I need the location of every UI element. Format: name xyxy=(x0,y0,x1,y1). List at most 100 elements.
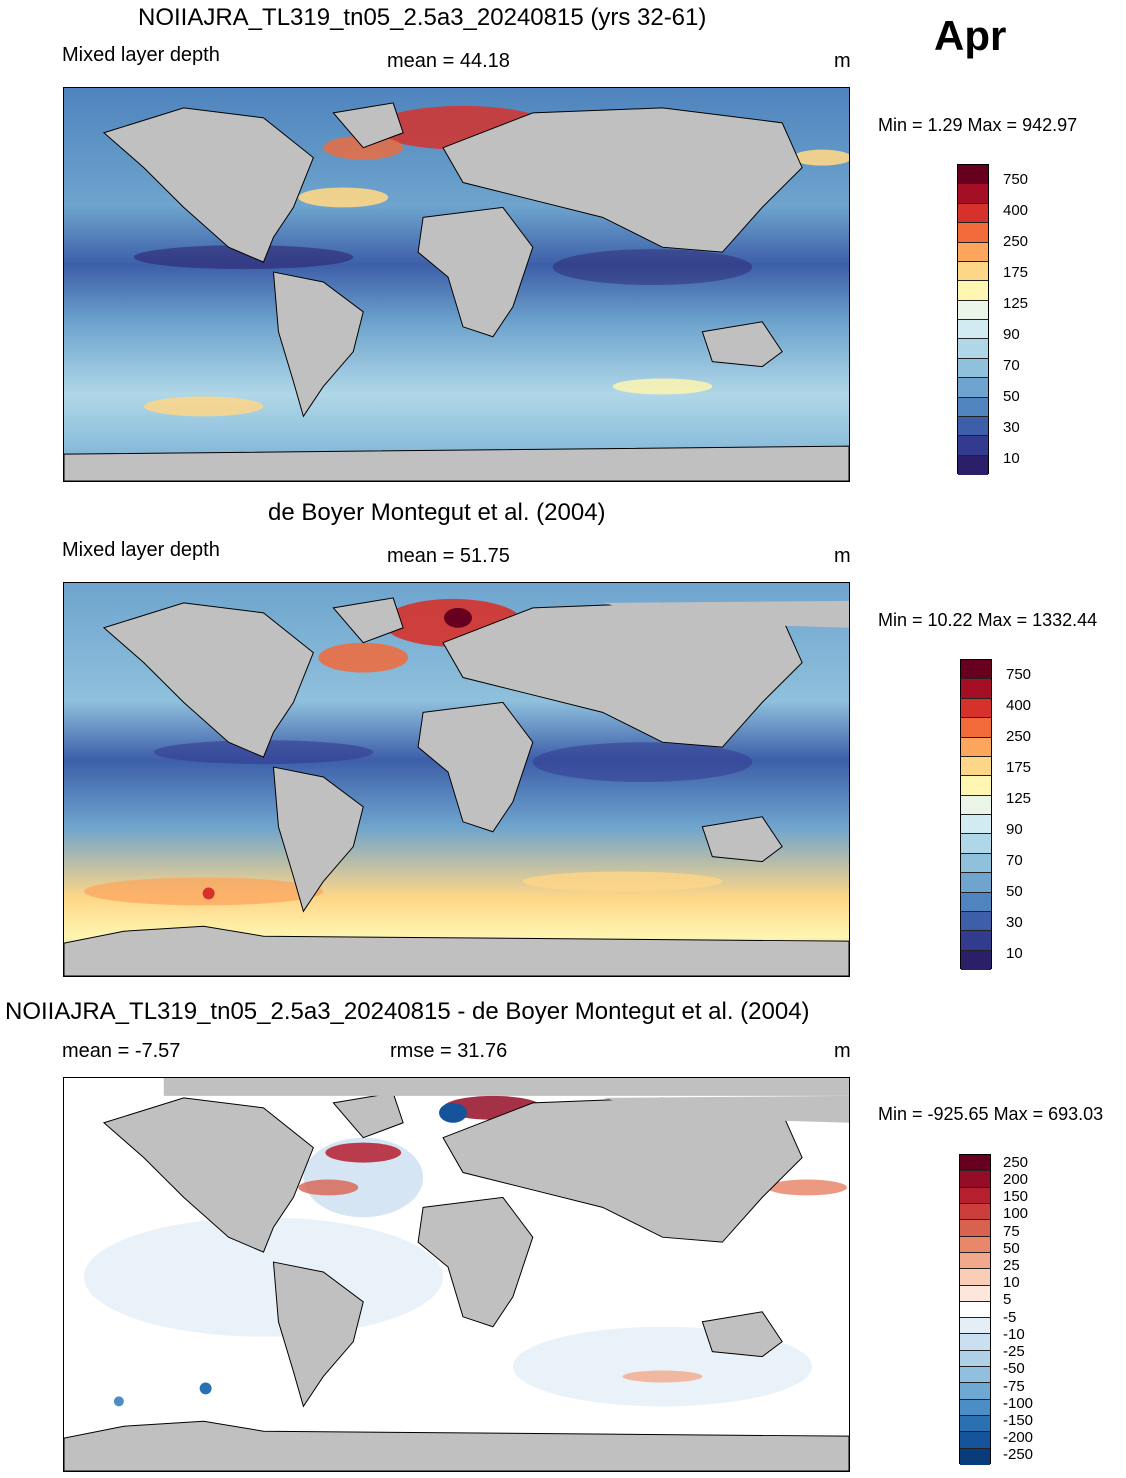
colorbar-swatch xyxy=(960,1285,990,1302)
colorbar-tick-label: 90 xyxy=(1003,325,1020,343)
panel2-title: de Boyer Montegut et al. (2004) xyxy=(268,499,606,526)
colorbar-swatch xyxy=(961,911,991,932)
colorbar-swatch xyxy=(960,1220,990,1237)
colorbar-swatch xyxy=(960,1203,990,1221)
panel2-mean-label: mean = 51.75 xyxy=(387,545,510,567)
panel3-map xyxy=(63,1077,850,1472)
colorbar-tick-label: 25 xyxy=(1003,1256,1020,1274)
colorbar-tick-label: 50 xyxy=(1003,1239,1020,1257)
colorbar-swatch xyxy=(958,261,988,282)
colorbar-tick-label: 50 xyxy=(1003,387,1020,405)
colorbar-tick-label: 400 xyxy=(1003,201,1029,219)
colorbar-tick-label: 10 xyxy=(1003,1274,1020,1292)
colorbar-tick-label: 70 xyxy=(1006,851,1023,869)
panel3-minmax: Min = -925.65 Max = 693.03 xyxy=(878,1104,1104,1124)
colorbar-tick-label: 30 xyxy=(1006,913,1023,931)
colorbar-swatch xyxy=(960,1155,990,1172)
panel1-unit-label: m xyxy=(834,50,851,72)
colorbar-swatch xyxy=(961,795,991,815)
colorbar-tick-label: -25 xyxy=(1003,1343,1025,1361)
panel3-colorbar xyxy=(959,1154,991,1465)
colorbar-swatch xyxy=(958,320,988,340)
colorbar-tick-label: 250 xyxy=(1006,727,1032,745)
colorbar-swatch xyxy=(958,203,988,224)
panel2-map xyxy=(63,582,850,977)
colorbar-tick-label: -250 xyxy=(1003,1446,1034,1464)
colorbar-swatch xyxy=(960,1416,990,1433)
colorbar-swatch xyxy=(960,1350,990,1368)
colorbar-swatch xyxy=(960,1383,990,1400)
panel3-mean-label: mean = -7.57 xyxy=(62,1040,181,1062)
colorbar-tick-label: 750 xyxy=(1003,170,1029,188)
colorbar-tick-label: 175 xyxy=(1003,263,1029,281)
colorbar-swatch xyxy=(961,756,991,777)
colorbar-swatch xyxy=(961,776,991,796)
panel1-title: NOIIAJRA_TL319_tn05_2.5a3_20240815 (yrs … xyxy=(138,4,707,31)
colorbar-swatch xyxy=(961,718,991,738)
panel1-map xyxy=(63,87,850,482)
colorbar-swatch xyxy=(960,1252,990,1270)
colorbar-swatch xyxy=(958,184,988,204)
panel2-variable-label: Mixed layer depth xyxy=(62,539,220,561)
colorbar-swatch xyxy=(958,416,988,437)
colorbar-swatch xyxy=(960,1301,990,1319)
colorbar-tick-label: 250 xyxy=(1003,1153,1029,1171)
colorbar-swatch xyxy=(960,1334,990,1351)
panel3-unit-label: m xyxy=(834,1040,851,1062)
colorbar-tick-label: 750 xyxy=(1006,665,1032,683)
colorbar-swatch xyxy=(958,436,988,456)
panel2-map-canvas xyxy=(64,583,849,976)
colorbar-swatch xyxy=(961,815,991,835)
panel1-minmax: Min = 1.29 Max = 942.97 xyxy=(878,115,1078,135)
colorbar-tick-label: 150 xyxy=(1003,1188,1029,1206)
colorbar-swatch xyxy=(958,223,988,243)
colorbar-swatch xyxy=(961,698,991,719)
panel2-unit-label: m xyxy=(834,545,851,567)
colorbar-tick-label: 10 xyxy=(1003,449,1020,467)
colorbar-swatch xyxy=(961,737,991,757)
colorbar-tick-label: 5 xyxy=(1003,1291,1012,1309)
colorbar-tick-label: 100 xyxy=(1003,1205,1029,1223)
colorbar-swatch xyxy=(961,679,991,699)
colorbar-swatch xyxy=(960,1187,990,1204)
colorbar-swatch xyxy=(958,300,988,320)
panel3-rmse-label: rmse = 31.76 xyxy=(390,1040,508,1062)
colorbar-swatch xyxy=(958,281,988,301)
colorbar-swatch xyxy=(958,165,988,185)
colorbar-swatch xyxy=(960,1236,990,1253)
colorbar-tick-label: 30 xyxy=(1003,418,1020,436)
colorbar-swatch xyxy=(961,660,991,680)
colorbar-tick-label: -10 xyxy=(1003,1325,1025,1343)
colorbar-tick-label: 75 xyxy=(1003,1222,1020,1240)
colorbar-swatch xyxy=(958,358,988,379)
panel1-map-canvas xyxy=(64,88,849,481)
colorbar-tick-label: 50 xyxy=(1006,882,1023,900)
panel2-minmax: Min = 10.22 Max = 1332.44 xyxy=(878,610,1098,630)
panel1-colorbar xyxy=(957,164,989,475)
colorbar-tick-label: 125 xyxy=(1003,294,1029,312)
colorbar-swatch xyxy=(958,339,988,359)
colorbar-swatch xyxy=(961,873,991,893)
colorbar-tick-label: -5 xyxy=(1003,1308,1017,1326)
colorbar-tick-label: 400 xyxy=(1006,696,1032,714)
panel2-colorbar xyxy=(960,659,992,970)
colorbar-tick-label: -100 xyxy=(1003,1394,1034,1412)
month-label: Apr xyxy=(934,12,1007,59)
colorbar-tick-label: 175 xyxy=(1006,758,1032,776)
colorbar-tick-label: -150 xyxy=(1003,1411,1034,1429)
colorbar-swatch xyxy=(961,892,991,912)
colorbar-swatch xyxy=(960,1269,990,1286)
colorbar-swatch xyxy=(961,950,991,970)
colorbar-tick-label: 90 xyxy=(1006,820,1023,838)
colorbar-swatch xyxy=(958,242,988,262)
colorbar-swatch xyxy=(958,378,988,398)
colorbar-swatch xyxy=(958,455,988,475)
panel1-variable-label: Mixed layer depth xyxy=(62,44,220,66)
colorbar-swatch xyxy=(960,1448,990,1465)
colorbar-tick-label: 10 xyxy=(1006,944,1023,962)
colorbar-tick-label: -50 xyxy=(1003,1360,1025,1378)
colorbar-swatch xyxy=(961,931,991,951)
colorbar-swatch xyxy=(960,1399,990,1416)
colorbar-tick-label: -200 xyxy=(1003,1429,1034,1447)
colorbar-swatch xyxy=(961,834,991,854)
